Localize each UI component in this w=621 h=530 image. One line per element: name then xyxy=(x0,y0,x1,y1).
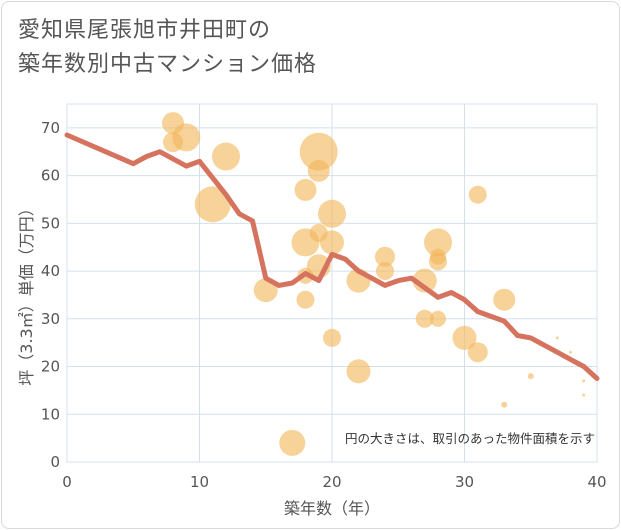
x-tick-label: 30 xyxy=(455,473,474,491)
y-tick-label: 60 xyxy=(41,167,60,185)
data-bubble xyxy=(294,178,317,201)
y-tick-label: 70 xyxy=(41,119,60,137)
data-bubble xyxy=(307,159,330,182)
data-bubble xyxy=(501,401,508,408)
average-price-line xyxy=(64,132,600,381)
data-bubble xyxy=(429,252,447,271)
data-bubble xyxy=(424,228,452,257)
x-tick-label: 20 xyxy=(322,473,341,491)
data-bubble xyxy=(415,309,434,328)
bubbles xyxy=(162,112,586,456)
y-tick-label: 0 xyxy=(50,453,60,471)
x-tick-labels: 0 10 20 30 40 xyxy=(62,473,606,491)
data-bubble xyxy=(582,393,586,397)
chart-title-line-2: 築年数別中古マンション価格 xyxy=(18,52,318,77)
y-tick-label: 30 xyxy=(41,310,60,328)
x-tick-label: 10 xyxy=(190,473,209,491)
data-bubble xyxy=(375,246,395,267)
chart-title: 愛知県尾張旭市井田町の 築年数別中古マンション価格 xyxy=(18,14,438,82)
data-bubble xyxy=(527,373,534,380)
data-bubble xyxy=(582,379,586,383)
data-bubble xyxy=(172,123,201,152)
data-bubble xyxy=(194,186,231,223)
data-bubble xyxy=(346,359,371,384)
data-bubble xyxy=(468,185,487,204)
data-bubble xyxy=(376,262,394,281)
data-bubble xyxy=(299,132,338,171)
chart-title-line-1: 愛知県尾張旭市井田町の xyxy=(18,18,272,43)
x-tick-label: 0 xyxy=(62,473,72,491)
data-bubble xyxy=(555,336,559,340)
data-bubble xyxy=(493,288,516,311)
y-tick-label: 50 xyxy=(41,214,60,232)
data-bubble xyxy=(412,268,437,293)
data-bubble xyxy=(323,328,341,347)
y-axis-label: 坪（3.3㎡）単価（万円） xyxy=(17,200,36,385)
data-bubble xyxy=(569,350,572,354)
data-bubble xyxy=(430,310,446,327)
size-legend-note: 円の大きさは、取引のあった物件面積を示す xyxy=(345,431,595,446)
data-bubble xyxy=(467,342,488,363)
data-bubble xyxy=(212,142,240,171)
data-bubble xyxy=(279,429,306,456)
y-tick-label: 10 xyxy=(41,405,60,423)
y-tick-label: 20 xyxy=(41,358,60,376)
x-axis-label: 築年数（年） xyxy=(284,499,380,518)
y-tick-label: 40 xyxy=(41,262,60,280)
y-tick-labels: 0 10 20 30 40 50 60 70 xyxy=(41,119,60,471)
x-tick-label: 40 xyxy=(587,473,606,491)
data-bubble xyxy=(452,325,477,350)
data-bubble xyxy=(296,290,315,309)
data-bubble xyxy=(318,199,346,228)
data-bubble xyxy=(320,230,344,255)
